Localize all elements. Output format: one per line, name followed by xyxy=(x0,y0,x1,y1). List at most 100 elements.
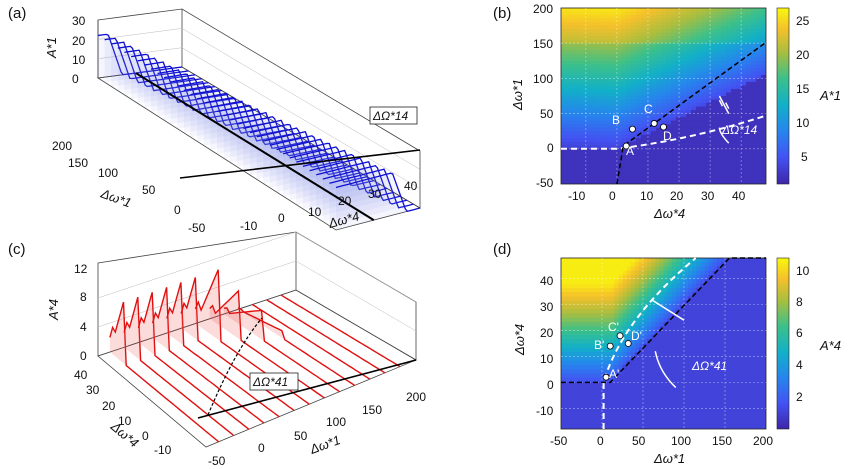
b-heat-cell xyxy=(696,120,702,125)
b-heat-cell xyxy=(756,120,762,125)
b-heat-cell xyxy=(581,134,587,139)
b-heat-cell xyxy=(676,113,682,118)
d-heat-cell xyxy=(647,352,652,357)
b-heat-cell xyxy=(731,138,737,143)
d-heat-cell xyxy=(593,292,599,298)
d-heat-cell xyxy=(651,313,656,319)
d-heat-cell xyxy=(634,424,640,429)
b-heat-cell xyxy=(591,166,597,171)
b-heat-cell xyxy=(691,162,697,167)
d-heat-cell xyxy=(647,407,652,413)
b-heat-cell xyxy=(626,138,632,143)
d-heat-cell xyxy=(663,407,669,413)
b-heat-cell xyxy=(621,134,627,139)
d-ytick-0: 40 xyxy=(540,274,554,288)
d-heat-cell xyxy=(647,313,652,319)
d-heat-cell xyxy=(569,386,574,392)
b-heat-cell xyxy=(641,18,647,23)
b-heat-cell xyxy=(571,106,577,111)
b-heat-cell xyxy=(596,8,602,13)
b-heat-cell xyxy=(601,92,607,97)
b-heat-cell xyxy=(761,162,766,167)
d-heat-cell xyxy=(679,386,685,392)
d-heat-cell xyxy=(647,420,652,426)
b-heat-cell xyxy=(646,85,652,90)
d-heat-cell xyxy=(725,305,730,310)
d-heat-cell xyxy=(606,262,611,268)
d-heat-cell xyxy=(659,381,665,387)
d-heat-cell xyxy=(647,279,652,285)
b-heat-cell xyxy=(651,8,657,13)
b-heat-cell xyxy=(691,180,697,184)
b-heat-cell xyxy=(616,67,622,72)
b-heat-cell xyxy=(686,32,692,37)
d-ytick-1: 30 xyxy=(540,300,554,314)
d-heat-cell xyxy=(716,386,722,392)
b-heat-cell xyxy=(596,39,602,44)
b-heat-cell xyxy=(706,141,712,146)
d-heat-cell xyxy=(712,287,718,293)
d-heat-cell xyxy=(581,360,587,366)
d-heat-cell xyxy=(647,270,652,276)
d-heat-cell xyxy=(589,386,595,392)
b-heat-cell xyxy=(661,176,667,182)
d-heat-cell xyxy=(638,377,644,383)
d-heat-cell xyxy=(716,292,722,298)
d-heat-cell xyxy=(720,317,726,323)
d-heat-cell xyxy=(708,326,714,332)
b-heat-cell xyxy=(731,127,737,132)
b-heat-cell xyxy=(706,67,712,72)
d-cblabel: A*4 xyxy=(819,338,841,353)
d-heat-cell xyxy=(589,317,595,323)
b-heat-cell xyxy=(706,159,712,164)
b-heat-cell xyxy=(741,25,747,30)
d-heat-cell xyxy=(749,296,755,302)
d-heat-cell xyxy=(610,399,615,404)
d-heat-cell xyxy=(589,411,595,417)
b-heat-cell xyxy=(711,25,717,30)
b-heat-cell xyxy=(686,29,692,34)
d-heat-cell xyxy=(663,347,669,353)
b-heat-cell xyxy=(726,180,732,184)
b-heat-cell xyxy=(596,159,602,164)
b-heat-cell xyxy=(636,99,642,104)
b-heat-cell xyxy=(646,169,652,175)
d-heat-cell xyxy=(561,352,566,357)
d-heat-cell xyxy=(712,369,718,375)
d-heat-cell xyxy=(720,283,726,289)
b-heat-cell xyxy=(656,169,662,175)
c-ytick-5: -10 xyxy=(154,443,172,457)
b-heat-cell xyxy=(591,64,597,69)
d-heat-cell xyxy=(729,266,734,272)
d-heat-cell xyxy=(573,283,578,289)
d-heat-cell xyxy=(741,377,747,383)
b-heat-cell xyxy=(731,64,737,69)
d-heat-cell xyxy=(622,369,628,375)
d-heat-cell xyxy=(630,377,636,383)
d-heat-cell xyxy=(725,373,730,379)
b-heat-cell xyxy=(651,169,657,175)
d-heat-cell xyxy=(647,424,652,429)
d-heat-cell xyxy=(561,399,566,404)
b-heat-cell xyxy=(631,74,637,79)
b-heat-cell xyxy=(761,64,766,69)
b-heat-cell xyxy=(736,64,742,69)
b-heat-cell xyxy=(746,78,752,83)
d-heat-cell xyxy=(622,334,628,340)
b-heat-cell xyxy=(761,92,766,97)
a-surface-fill xyxy=(217,105,301,154)
b-heat-cell xyxy=(566,88,572,94)
b-xtick-1: 0 xyxy=(609,189,616,203)
b-heat-cell xyxy=(576,127,582,132)
b-heat-cell xyxy=(646,99,652,104)
b-heat-cell xyxy=(606,173,612,178)
d-heat-cell xyxy=(581,330,587,336)
d-heat-cell xyxy=(593,386,599,392)
d-heat-cell xyxy=(585,334,591,340)
b-heat-cell xyxy=(741,155,747,160)
a-ztick-3: 30 xyxy=(72,14,86,28)
b-heat-cell xyxy=(671,71,677,76)
d-xtick-4: 150 xyxy=(712,434,732,448)
d-heat-cell xyxy=(667,352,673,357)
